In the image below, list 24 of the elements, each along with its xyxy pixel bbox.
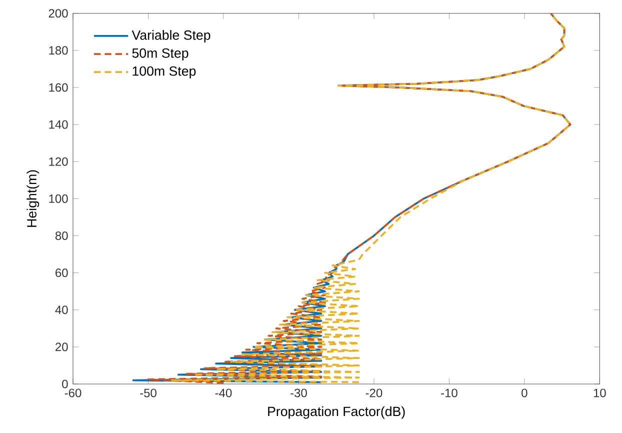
x-tick-label: -10 [441,388,458,398]
y-tick-label: 160 [49,83,68,92]
y-tick-label: 20 [56,342,68,352]
y-tick-label: 200 [48,8,68,18]
y-tick-label: 140 [49,120,68,129]
y-axis-title: Height(m) [26,170,40,227]
y-tick-label: 100 [49,194,68,203]
y-tick-label: 40 [55,305,68,314]
x-tick-label: -20 [366,388,382,398]
x-axis-title: Propagation Factor(dB) [268,406,405,419]
x-tick-label: -60 [64,388,82,398]
legend-label: Variable Step [132,30,210,42]
legend-label: 100m Step [132,66,196,78]
legend-label: 50m Step [132,48,188,60]
x-tick-label: -50 [140,388,156,398]
y-tick-label: 0 [62,380,68,388]
y-tick-label: 120 [49,157,68,166]
x-tick-label: -30 [290,388,307,398]
x-tick-label: -40 [215,388,232,398]
y-tick-label: 80 [55,231,68,240]
y-tick-label: 60 [56,268,68,277]
y-tick-label: 180 [49,46,68,54]
x-tick-label: 10 [594,388,606,398]
x-tick-label: 0 [522,388,528,398]
